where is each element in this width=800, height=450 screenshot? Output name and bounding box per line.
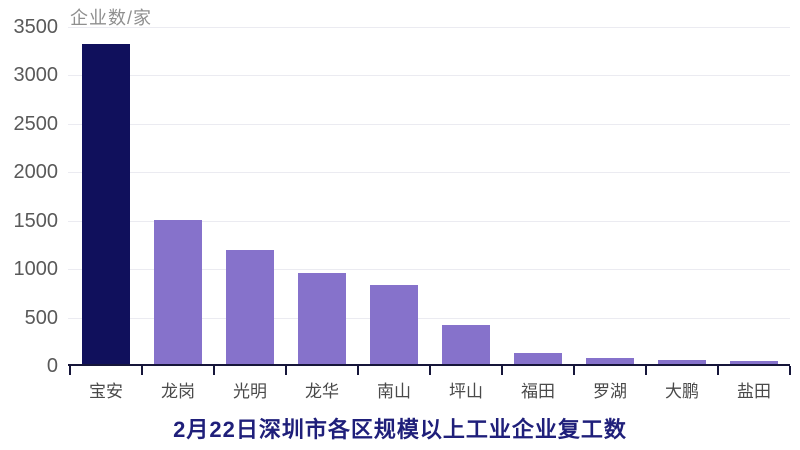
- x-tick-label-龙华: 龙华: [305, 382, 339, 401]
- x-tick-label-大鹏: 大鹏: [665, 382, 699, 401]
- bar-龙岗: [154, 219, 202, 364]
- x-tick-label-盐田: 盐田: [737, 382, 771, 401]
- gridline-3500: [68, 27, 790, 28]
- x-axis-tick: [141, 366, 143, 375]
- x-axis-tick: [645, 366, 647, 375]
- x-axis-tick: [69, 366, 71, 375]
- y-axis-title: 企业数/家: [70, 8, 153, 28]
- bar-大鹏: [658, 360, 706, 364]
- bar-宝安: [82, 44, 130, 364]
- bar-龙华: [298, 272, 346, 364]
- x-axis-tick: [717, 366, 719, 375]
- bar-光明: [226, 250, 274, 364]
- bar-罗湖: [586, 357, 634, 364]
- bar-南山: [370, 284, 418, 364]
- gridline-500: [68, 317, 790, 319]
- x-tick-label-龙岗: 龙岗: [161, 382, 195, 401]
- x-axis-tick: [429, 366, 431, 375]
- y-tick-label-0: 0: [46, 355, 58, 377]
- y-tick-label-3500: 3500: [13, 16, 59, 38]
- x-axis-tick: [501, 366, 503, 375]
- x-axis-tick: [789, 366, 791, 375]
- gridline-1500: [68, 220, 790, 222]
- y-tick-label-3000: 3000: [13, 64, 59, 87]
- bar-福田: [514, 353, 562, 364]
- chart-title: 2月22日深圳市各区规模以上工业企业复工数: [173, 417, 627, 442]
- y-tick-label-2000: 2000: [13, 161, 59, 184]
- x-tick-label-光明: 光明: [233, 382, 267, 401]
- plot-area: [68, 27, 791, 375]
- gridline-2000: [68, 172, 790, 174]
- x-tick-label-南山: 南山: [377, 382, 411, 401]
- y-tick-label-1500: 1500: [13, 209, 59, 232]
- y-tick-label-1000: 1000: [13, 258, 59, 281]
- x-axis-tick: [357, 366, 359, 375]
- x-tick-label-福田: 福田: [521, 382, 555, 401]
- bar-坪山: [442, 325, 490, 364]
- y-tick-label-500: 500: [24, 306, 58, 329]
- x-axis-tick: [285, 366, 287, 375]
- x-tick-label-坪山: 坪山: [449, 382, 483, 401]
- bar-盐田: [730, 361, 778, 364]
- x-tick-label-罗湖: 罗湖: [593, 382, 627, 401]
- y-tick-label-2500: 2500: [13, 112, 59, 135]
- gridline-3000: [68, 75, 790, 77]
- gridline-1000: [68, 269, 790, 271]
- x-axis-tick: [573, 366, 575, 375]
- x-tick-label-宝安: 宝安: [89, 382, 123, 401]
- gridline-2500: [68, 123, 790, 125]
- x-axis-tick: [213, 366, 215, 375]
